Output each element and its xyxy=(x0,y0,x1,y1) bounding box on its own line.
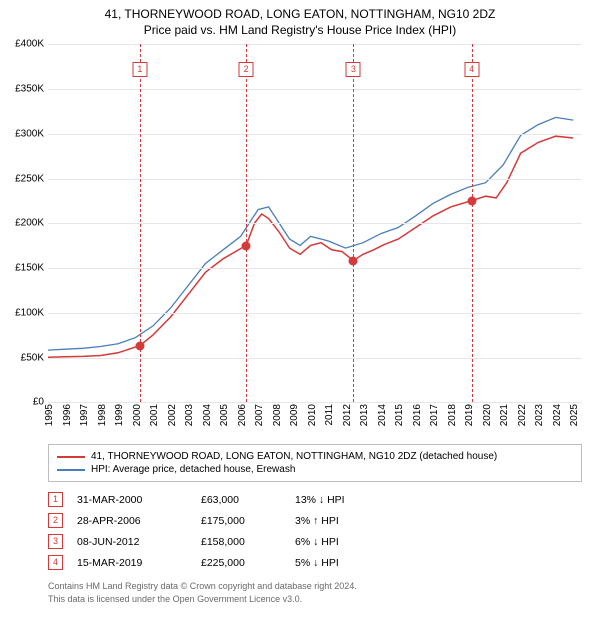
sales-row-marker: 1 xyxy=(48,492,63,507)
x-tick-label: 2022 xyxy=(517,404,528,426)
x-tick-label: 2018 xyxy=(447,404,458,426)
sales-row-marker: 3 xyxy=(48,534,63,549)
sale-vline xyxy=(246,44,247,402)
x-tick-label: 2005 xyxy=(219,404,230,426)
x-tick-label: 2011 xyxy=(324,404,335,426)
x-tick-label: 1998 xyxy=(97,404,108,426)
sales-row-price: £158,000 xyxy=(201,536,281,548)
title-block: 41, THORNEYWOOD ROAD, LONG EATON, NOTTIN… xyxy=(0,0,600,38)
legend-swatch xyxy=(57,469,85,471)
gridline-h xyxy=(48,268,582,269)
y-tick-label: £50K xyxy=(2,352,44,363)
chart-plot: £0£50K£100K£150K£200K£250K£300K£350K£400… xyxy=(48,44,582,402)
sales-row: 4 15-MAR-2019 £225,000 5% ↓ HPI xyxy=(48,555,582,570)
sales-row-diff: 5% ↓ HPI xyxy=(295,557,385,569)
x-tick-label: 2017 xyxy=(429,404,440,426)
x-tick-label: 2013 xyxy=(359,404,370,426)
legend-label: HPI: Average price, detached house, Erew… xyxy=(91,464,295,475)
x-tick-label: 2023 xyxy=(534,404,545,426)
x-tick-label: 1996 xyxy=(62,404,73,426)
sales-row: 2 28-APR-2006 £175,000 3% ↑ HPI xyxy=(48,513,582,528)
gridline-h xyxy=(48,223,582,224)
sale-vline xyxy=(472,44,473,402)
x-tick-label: 2015 xyxy=(394,404,405,426)
sale-dot xyxy=(135,341,144,350)
legend-row: 41, THORNEYWOOD ROAD, LONG EATON, NOTTIN… xyxy=(57,451,573,462)
title-line-2: Price paid vs. HM Land Registry's House … xyxy=(0,22,600,38)
x-tick-label: 2025 xyxy=(569,404,580,426)
y-tick-label: £400K xyxy=(2,39,44,50)
sales-row-date: 31-MAR-2000 xyxy=(77,494,187,506)
x-tick-label: 1997 xyxy=(79,404,90,426)
y-tick-label: £100K xyxy=(2,307,44,318)
x-tick-label: 2021 xyxy=(499,404,510,426)
sale-marker-box: 2 xyxy=(239,62,254,77)
sales-row-marker: 4 xyxy=(48,555,63,570)
y-tick-label: £250K xyxy=(2,173,44,184)
x-tick-label: 2004 xyxy=(202,404,213,426)
sales-row-date: 08-JUN-2012 xyxy=(77,536,187,548)
sales-row-date: 28-APR-2006 xyxy=(77,515,187,527)
x-tick-label: 2014 xyxy=(377,404,388,426)
x-tick-label: 2001 xyxy=(149,404,160,426)
x-tick-label: 2012 xyxy=(342,404,353,426)
title-line-1: 41, THORNEYWOOD ROAD, LONG EATON, NOTTIN… xyxy=(0,6,600,22)
legend: 41, THORNEYWOOD ROAD, LONG EATON, NOTTIN… xyxy=(48,444,582,482)
sales-row-price: £175,000 xyxy=(201,515,281,527)
y-tick-label: £0 xyxy=(2,397,44,408)
gridline-h xyxy=(48,44,582,45)
sale-marker-box: 4 xyxy=(464,62,479,77)
footer-line-2: This data is licensed under the Open Gov… xyxy=(48,593,582,605)
sales-row-marker: 2 xyxy=(48,513,63,528)
x-tick-label: 2009 xyxy=(289,404,300,426)
sales-row: 3 08-JUN-2012 £158,000 6% ↓ HPI xyxy=(48,534,582,549)
sale-dot xyxy=(349,256,358,265)
x-tick-label: 2000 xyxy=(132,404,143,426)
y-tick-label: £300K xyxy=(2,128,44,139)
footer: Contains HM Land Registry data © Crown c… xyxy=(48,580,582,604)
sales-table: 1 31-MAR-2000 £63,000 13% ↓ HPI 2 28-APR-2006… xyxy=(48,492,582,570)
sales-row-price: £63,000 xyxy=(201,494,281,506)
sale-dot xyxy=(467,197,476,206)
x-tick-label: 2008 xyxy=(272,404,283,426)
y-tick-label: £350K xyxy=(2,84,44,95)
sale-marker-box: 1 xyxy=(132,62,147,77)
x-tick-label: 2019 xyxy=(464,404,475,426)
sales-row-price: £225,000 xyxy=(201,557,281,569)
footer-line-1: Contains HM Land Registry data © Crown c… xyxy=(48,580,582,592)
gridline-h xyxy=(48,313,582,314)
sales-row-date: 15-MAR-2019 xyxy=(77,557,187,569)
page: 41, THORNEYWOOD ROAD, LONG EATON, NOTTIN… xyxy=(0,0,600,620)
sale-vline xyxy=(353,44,354,402)
y-tick-label: £150K xyxy=(2,263,44,274)
x-tick-label: 1999 xyxy=(114,404,125,426)
x-tick-label: 2010 xyxy=(307,404,318,426)
sales-row-diff: 3% ↑ HPI xyxy=(295,515,385,527)
sale-marker-box: 3 xyxy=(346,62,361,77)
chart-area: £0£50K£100K£150K£200K£250K£300K£350K£400… xyxy=(48,44,582,402)
x-axis-ticks: 1995199619971998199920002001200220032004… xyxy=(48,402,582,438)
x-tick-label: 2002 xyxy=(167,404,178,426)
gridline-h xyxy=(48,358,582,359)
sales-row-diff: 13% ↓ HPI xyxy=(295,494,385,506)
x-tick-label: 2020 xyxy=(482,404,493,426)
legend-swatch xyxy=(57,456,85,458)
x-tick-label: 2006 xyxy=(237,404,248,426)
x-tick-label: 1995 xyxy=(44,404,55,426)
gridline-h xyxy=(48,89,582,90)
sale-dot xyxy=(242,241,251,250)
x-tick-label: 2024 xyxy=(552,404,563,426)
x-tick-label: 2016 xyxy=(412,404,423,426)
sales-row: 1 31-MAR-2000 £63,000 13% ↓ HPI xyxy=(48,492,582,507)
legend-row: HPI: Average price, detached house, Erew… xyxy=(57,464,573,475)
legend-label: 41, THORNEYWOOD ROAD, LONG EATON, NOTTIN… xyxy=(91,451,497,462)
x-tick-label: 2007 xyxy=(254,404,265,426)
y-tick-label: £200K xyxy=(2,218,44,229)
sales-row-diff: 6% ↓ HPI xyxy=(295,536,385,548)
gridline-h xyxy=(48,179,582,180)
gridline-h xyxy=(48,134,582,135)
series-line-price_paid xyxy=(48,137,573,358)
series-line-hpi xyxy=(48,118,573,351)
x-tick-label: 2003 xyxy=(184,404,195,426)
